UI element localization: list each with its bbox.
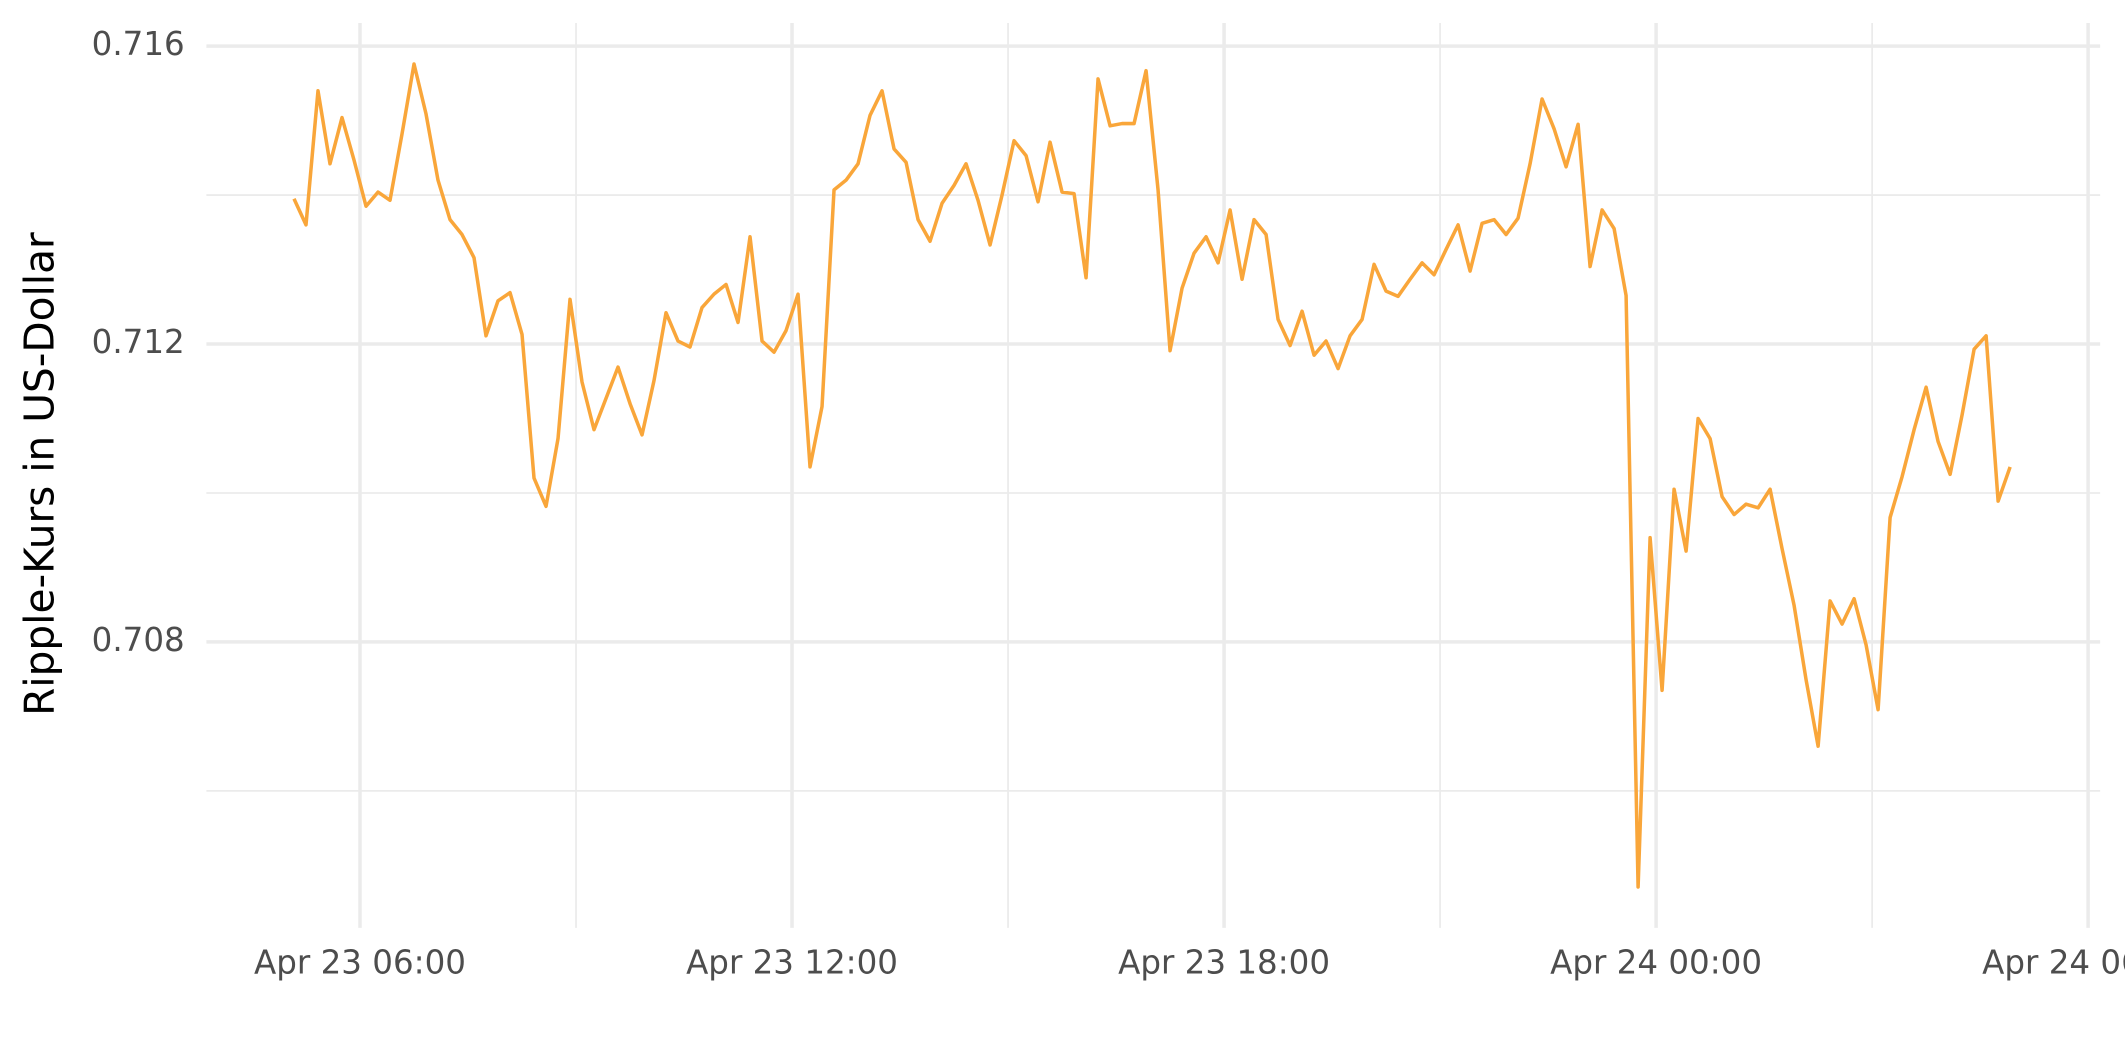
y-tick-label: 0.708: [92, 621, 185, 659]
price-line: [292, 62, 2012, 889]
x-tick-label: Apr 23 06:00: [254, 943, 466, 981]
x-tick-label: Apr 23 18:00: [1118, 943, 1330, 981]
y-tick-label: 0.716: [92, 25, 185, 63]
x-tick-label: Apr 23 12:00: [686, 943, 898, 981]
y-axis-title: Ripple-Kurs in US-Dollar: [15, 232, 63, 716]
x-tick-label: Apr 24 00:00: [1550, 943, 1762, 981]
y-tick-label: 0.712: [92, 323, 185, 361]
x-tick-label: Apr 24 06:00: [1982, 943, 2125, 981]
